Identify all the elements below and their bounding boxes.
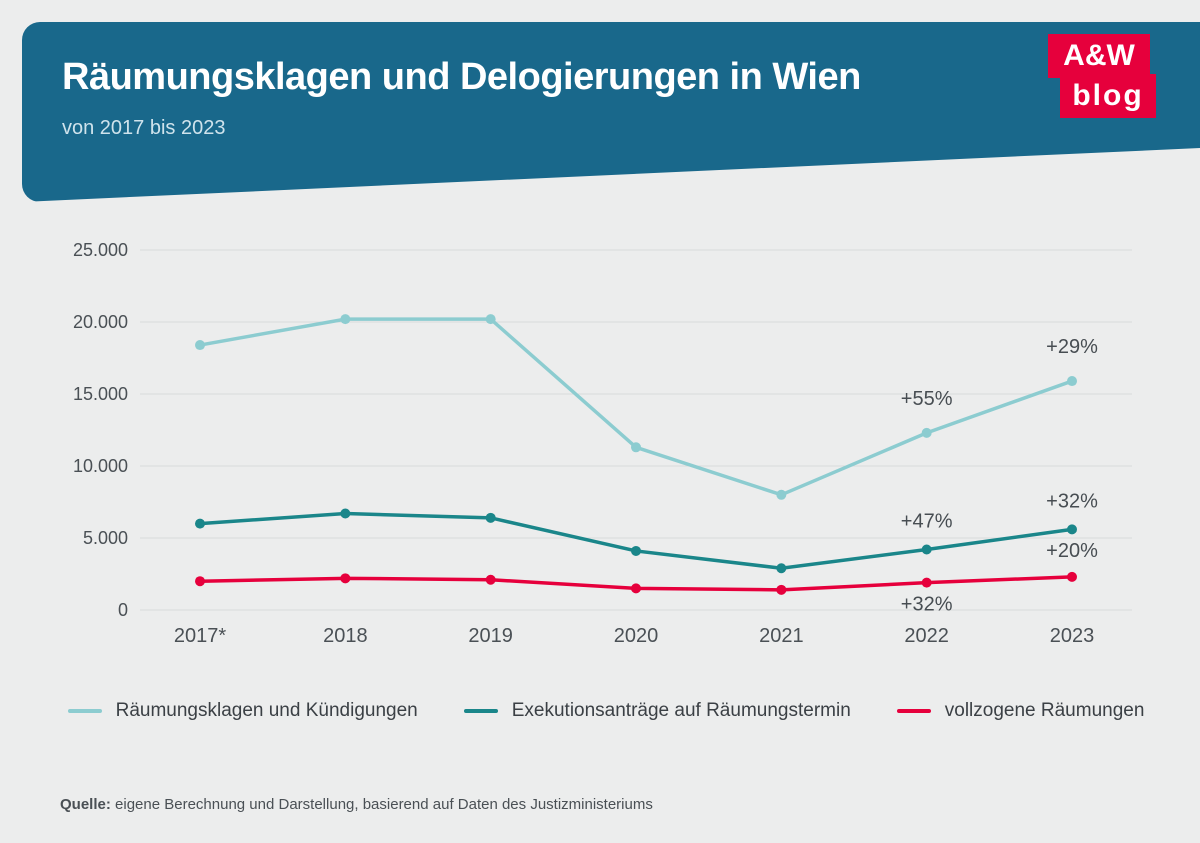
data-point (340, 573, 350, 583)
data-point (195, 519, 205, 529)
data-point (486, 513, 496, 523)
legend-swatch (464, 709, 498, 713)
x-axis-label: 2018 (323, 625, 368, 647)
aw-blog-logo: A&W blog (1042, 34, 1160, 124)
legend-label: Räumungsklagen und Kündigungen (116, 700, 418, 722)
source-text: eigene Berechnung und Darstellung, basie… (115, 796, 653, 813)
legend-label: vollzogene Räumungen (945, 700, 1145, 722)
y-axis-label: 20.000 (73, 312, 128, 332)
annotation: +29% (1046, 336, 1098, 358)
x-axis-label: 2019 (468, 625, 512, 647)
data-point (776, 585, 786, 595)
data-point (486, 575, 496, 585)
data-point (631, 546, 641, 556)
data-point (1067, 376, 1077, 386)
y-axis-label: 25.000 (73, 240, 128, 260)
y-axis-label: 10.000 (73, 456, 128, 476)
x-axis-label: 2022 (904, 625, 949, 647)
legend-swatch (897, 709, 931, 713)
logo-line-2: blog (1060, 74, 1156, 118)
x-axis-label: 2020 (614, 625, 659, 647)
data-point (776, 490, 786, 500)
annotation: +32% (1046, 490, 1098, 512)
annotation: +32% (901, 594, 953, 616)
header-panel: Räumungsklagen und Delogierungen in Wien… (22, 22, 1200, 202)
legend-label: Exekutionsanträge auf Räumungstermin (512, 700, 851, 722)
data-point (195, 576, 205, 586)
source-note: Quelle: eigene Berechnung und Darstellun… (60, 796, 653, 813)
x-axis-label: 2023 (1050, 625, 1095, 647)
logo-line-1: A&W (1048, 34, 1150, 78)
page-title: Räumungsklagen und Delogierungen in Wien (62, 56, 1160, 99)
data-point (340, 314, 350, 324)
legend: Räumungsklagen und Kündigungen Exekutions… (60, 700, 1152, 722)
line-chart: 0 5.000 10.000 15.000 20.000 25.000 2017* 2018 2… (60, 230, 1152, 660)
x-axis-label: 2017* (174, 625, 226, 647)
data-point (195, 340, 205, 350)
y-axis-label: 15.000 (73, 384, 128, 404)
data-point (631, 442, 641, 452)
data-point (340, 509, 350, 519)
data-point (922, 578, 932, 588)
y-axis-label: 5.000 (83, 528, 128, 548)
data-point (486, 314, 496, 324)
annotation: +20% (1046, 540, 1098, 562)
legend-item: vollzogene Räumungen (897, 700, 1145, 722)
data-point (922, 428, 932, 438)
annotation: +55% (901, 388, 953, 410)
annotation: +47% (901, 511, 953, 533)
x-axis-label: 2021 (759, 625, 804, 647)
legend-swatch (68, 709, 102, 713)
legend-item: Exekutionsanträge auf Räumungstermin (464, 700, 851, 722)
chart-svg: 0 5.000 10.000 15.000 20.000 25.000 2017* 2018 2… (60, 230, 1152, 660)
y-axis-label: 0 (118, 600, 128, 620)
data-point (776, 563, 786, 573)
source-label: Quelle: (60, 796, 111, 813)
data-point (1067, 572, 1077, 582)
legend-item: Räumungsklagen und Kündigungen (68, 700, 418, 722)
data-point (1067, 524, 1077, 534)
data-point (631, 583, 641, 593)
page-subtitle: von 2017 bis 2023 (62, 117, 1160, 140)
data-point (922, 545, 932, 555)
